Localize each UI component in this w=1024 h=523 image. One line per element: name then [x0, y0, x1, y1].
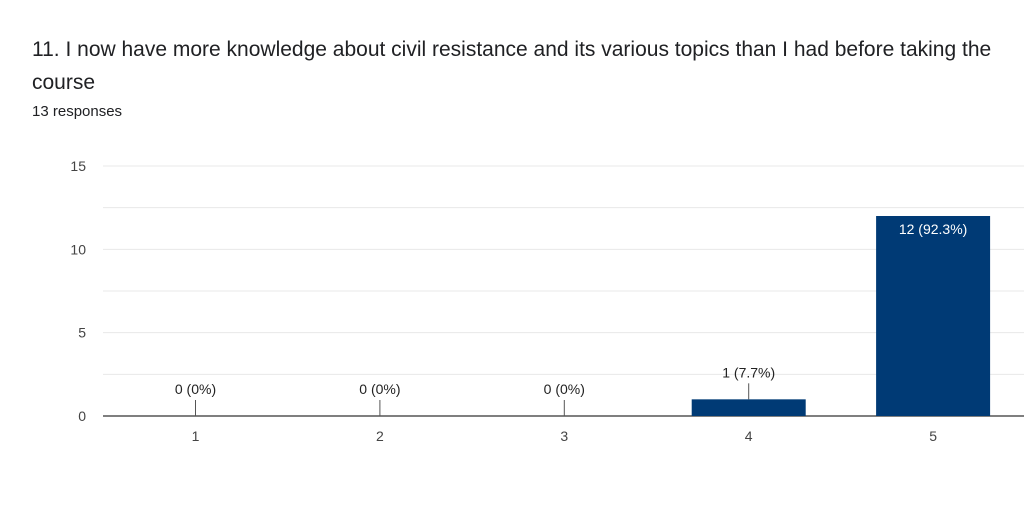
y-tick-label: 5	[78, 325, 86, 341]
bars	[691, 216, 991, 416]
data-label: 12 (92.3%)	[899, 221, 967, 237]
response-count: 13 responses	[32, 103, 123, 120]
x-axis-ticks: 1 2 3 4 5	[192, 428, 938, 444]
data-labels: 0 (0%) 0 (0%) 0 (0%) 1 (7.7%) 12 (92.3%)	[175, 221, 967, 416]
y-axis-ticks: 0 5 10 15	[70, 158, 86, 424]
y-tick-label: 15	[70, 158, 86, 174]
data-label: 0 (0%)	[359, 381, 400, 397]
y-tick-label: 10	[70, 241, 86, 257]
x-tick-label: 1	[192, 428, 200, 444]
x-tick-label: 2	[376, 428, 384, 444]
bar	[876, 216, 991, 416]
data-label: 1 (7.7%)	[722, 364, 775, 380]
data-label: 0 (0%)	[544, 381, 585, 397]
y-tick-label: 0	[78, 408, 86, 424]
grid-lines	[103, 165, 1024, 417]
data-label: 0 (0%)	[175, 381, 216, 397]
bar	[691, 399, 806, 416]
x-tick-label: 4	[745, 428, 753, 444]
question-title: 11. I now have more knowledge about civi…	[32, 38, 992, 94]
x-tick-label: 5	[929, 428, 937, 444]
x-tick-label: 3	[560, 428, 568, 444]
